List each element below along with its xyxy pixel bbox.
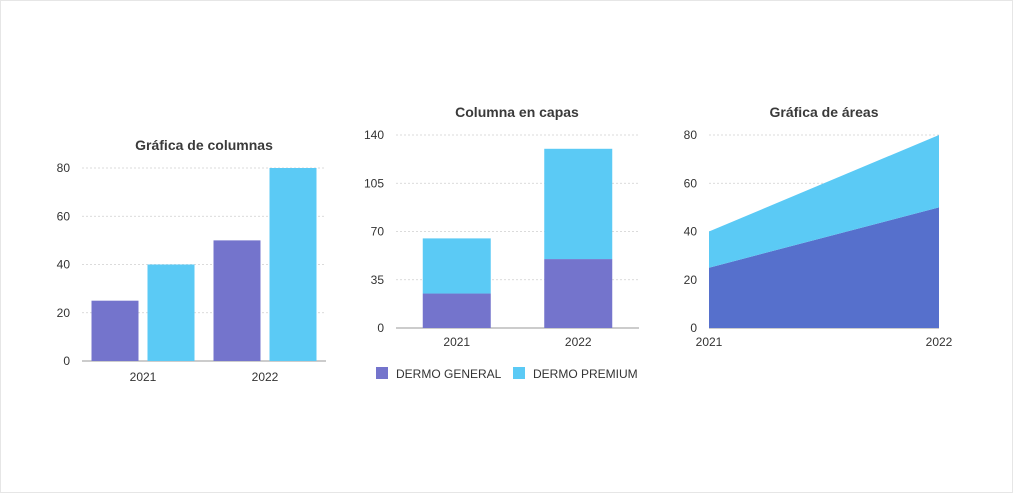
- bar-segment: [544, 259, 613, 328]
- stacked-column-chart: Columna en capas 0 35 70 105 140 2021 2022 DER…: [364, 104, 639, 381]
- y-tick-label: 20: [684, 273, 698, 287]
- area-series: [709, 135, 939, 268]
- y-tick-label: 20: [57, 306, 71, 320]
- x-tick-label: 2021: [130, 370, 157, 384]
- legend-swatch-general: [376, 367, 388, 379]
- chart-title: Columna en capas: [455, 104, 579, 120]
- bar-segment: [422, 238, 491, 294]
- y-tick-label: 35: [371, 273, 385, 287]
- bar: [213, 240, 261, 361]
- y-tick-label: 0: [63, 354, 70, 368]
- legend-label-premium: DERMO PREMIUM: [533, 367, 638, 381]
- y-tick-label: 40: [57, 258, 71, 272]
- x-tick-label: 2022: [926, 335, 953, 349]
- chart-title: Gráfica de áreas: [770, 104, 879, 120]
- bar: [91, 300, 139, 361]
- legend-swatch-premium: [513, 367, 525, 379]
- area-chart: Gráfica de áreas 0 20 40 60 80 2021 2022: [684, 104, 953, 349]
- column-chart: Gráfica de columnas 0 20 40 60 80 2021 2022: [57, 137, 326, 384]
- y-tick-label: 0: [377, 321, 384, 335]
- y-tick-label: 80: [684, 128, 698, 142]
- x-tick-label: 2022: [252, 370, 279, 384]
- x-tick-label: 2022: [565, 335, 592, 349]
- x-tick-label: 2021: [443, 335, 470, 349]
- chart-title: Gráfica de columnas: [135, 137, 273, 153]
- bar: [269, 168, 317, 361]
- area-series: [709, 207, 939, 328]
- y-tick-label: 0: [690, 321, 697, 335]
- bar: [147, 264, 195, 361]
- y-tick-label: 140: [364, 128, 384, 142]
- y-tick-label: 40: [684, 225, 698, 239]
- y-tick-label: 105: [364, 176, 384, 190]
- x-tick-label: 2021: [696, 335, 723, 349]
- y-tick-label: 80: [57, 161, 71, 175]
- legend-label-general: DERMO GENERAL: [396, 367, 502, 381]
- bar-segment: [422, 293, 491, 328]
- y-tick-label: 60: [684, 176, 698, 190]
- bar-segment: [544, 148, 613, 260]
- legend: DERMO GENERAL DERMO PREMIUM: [376, 367, 638, 381]
- y-tick-label: 60: [57, 209, 71, 223]
- y-tick-label: 70: [371, 225, 385, 239]
